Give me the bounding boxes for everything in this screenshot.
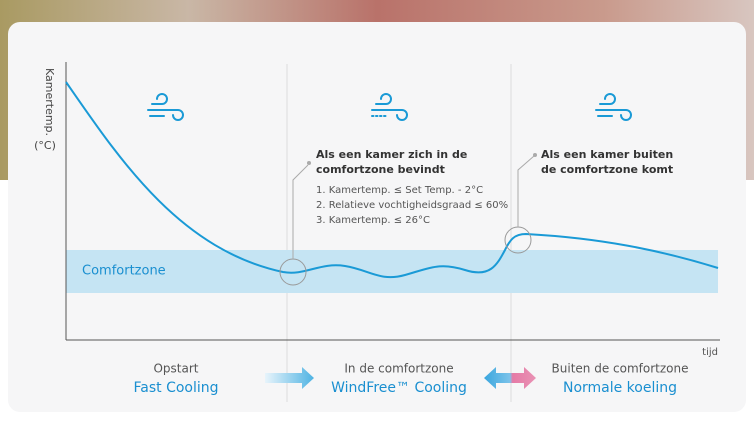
infographic: Comfortzone Kamertemp. (°C) tijd Als een… (0, 0, 754, 430)
x-axis-label: tijd (702, 347, 718, 358)
annotation-heading: Als een kamer buiten (541, 148, 673, 161)
phase-mode: Normale koeling (563, 380, 677, 396)
condition: 1. Kamertemp. ≤ Set Temp. - 2°C (316, 185, 483, 196)
condition: 3. Kamertemp. ≤ 26°C (316, 215, 430, 226)
phase-label: In de comfortzone (344, 362, 453, 376)
band-label: Comfortzone (82, 264, 166, 279)
phase-label: Buiten de comfortzone (552, 362, 689, 376)
annotation-heading: comfortzone bevindt (316, 163, 445, 176)
y-unit: (°C) (34, 139, 56, 152)
condition: 2. Relatieve vochtigheidsgraad ≤ 60% (316, 200, 508, 211)
phase-mode: WindFree™ Cooling (331, 380, 467, 396)
leader-dot (307, 161, 311, 165)
leader-dot (533, 153, 537, 157)
phase-mode: Fast Cooling (133, 380, 218, 396)
page: Comfortzone Kamertemp. (°C) tijd Als een… (0, 0, 754, 430)
phase-label: Opstart (153, 362, 198, 376)
annotation-heading: Als een kamer zich in de (316, 148, 467, 161)
y-axis-label: Kamertemp. (43, 68, 56, 136)
annotation-heading: de comfortzone komt (541, 163, 673, 176)
